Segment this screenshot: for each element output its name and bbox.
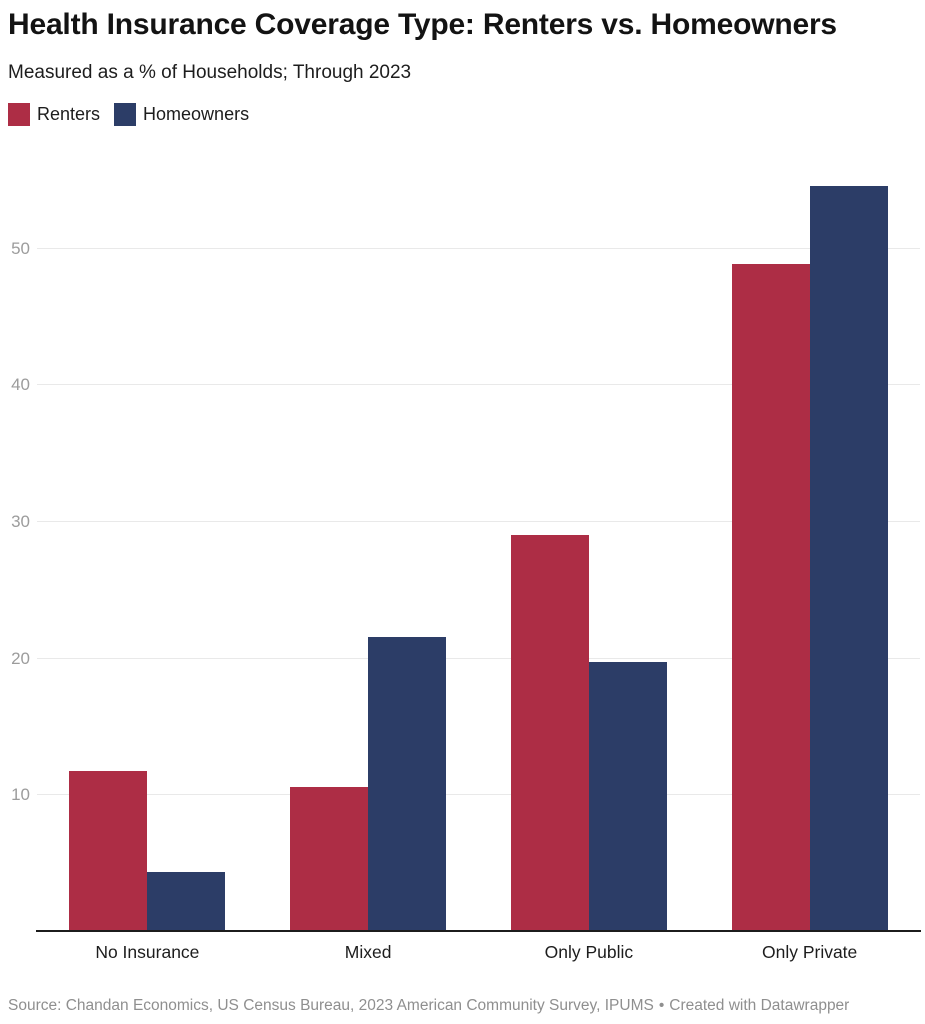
gridline-10 bbox=[37, 794, 920, 796]
bar-renters-mixed[interactable] bbox=[290, 787, 369, 931]
y-tick-label-50: 50 bbox=[11, 238, 30, 258]
datawrapper-attribution-link[interactable]: Created with Datawrapper bbox=[669, 997, 850, 1014]
renters-swatch-icon bbox=[8, 103, 30, 126]
chart-subtitle: Measured as a % of Households; Through 2… bbox=[8, 62, 412, 83]
gridline-40 bbox=[37, 384, 920, 386]
x-category-label-no-insurance: No Insurance bbox=[95, 942, 200, 962]
homeowners-swatch-icon bbox=[114, 103, 137, 126]
legend-label-renters: Renters bbox=[37, 104, 101, 124]
footer: Source: Chandan Economics, US Census Bur… bbox=[8, 997, 849, 1015]
x-category-label-only-public: Only Public bbox=[544, 942, 634, 962]
x-axis-line bbox=[36, 930, 921, 932]
gridline-30 bbox=[37, 520, 920, 522]
bar-homeowners-only-public[interactable] bbox=[588, 661, 667, 931]
legend-item-renters: Renters bbox=[8, 103, 100, 126]
bar-renters-no-insurance[interactable] bbox=[69, 771, 148, 931]
y-tick-label-40: 40 bbox=[11, 375, 30, 395]
y-tick-label-10: 10 bbox=[11, 785, 30, 805]
y-tick-label-20: 20 bbox=[11, 648, 30, 668]
x-category-label-mixed: Mixed bbox=[344, 942, 392, 962]
legend-label-homeowners: Homeowners bbox=[143, 104, 250, 124]
bar-homeowners-only-private[interactable] bbox=[809, 185, 888, 931]
y-tick-label-30: 30 bbox=[11, 511, 30, 531]
bar-renters-only-private[interactable] bbox=[731, 263, 810, 931]
bar-renters-only-public[interactable] bbox=[510, 534, 589, 931]
source-text: Source: Chandan Economics, US Census Bur… bbox=[8, 997, 654, 1014]
gridline-50 bbox=[37, 247, 920, 249]
bar-homeowners-mixed[interactable] bbox=[368, 637, 447, 931]
legend: Renters Homeowners bbox=[8, 103, 249, 126]
legend-item-homeowners: Homeowners bbox=[114, 103, 249, 126]
footer-separator: • bbox=[658, 997, 665, 1014]
chart-title: Health Insurance Coverage Type: Renters … bbox=[8, 8, 837, 41]
x-category-label-only-private: Only Private bbox=[761, 942, 858, 962]
gridline-20 bbox=[37, 657, 920, 659]
bar-homeowners-no-insurance[interactable] bbox=[147, 872, 226, 931]
